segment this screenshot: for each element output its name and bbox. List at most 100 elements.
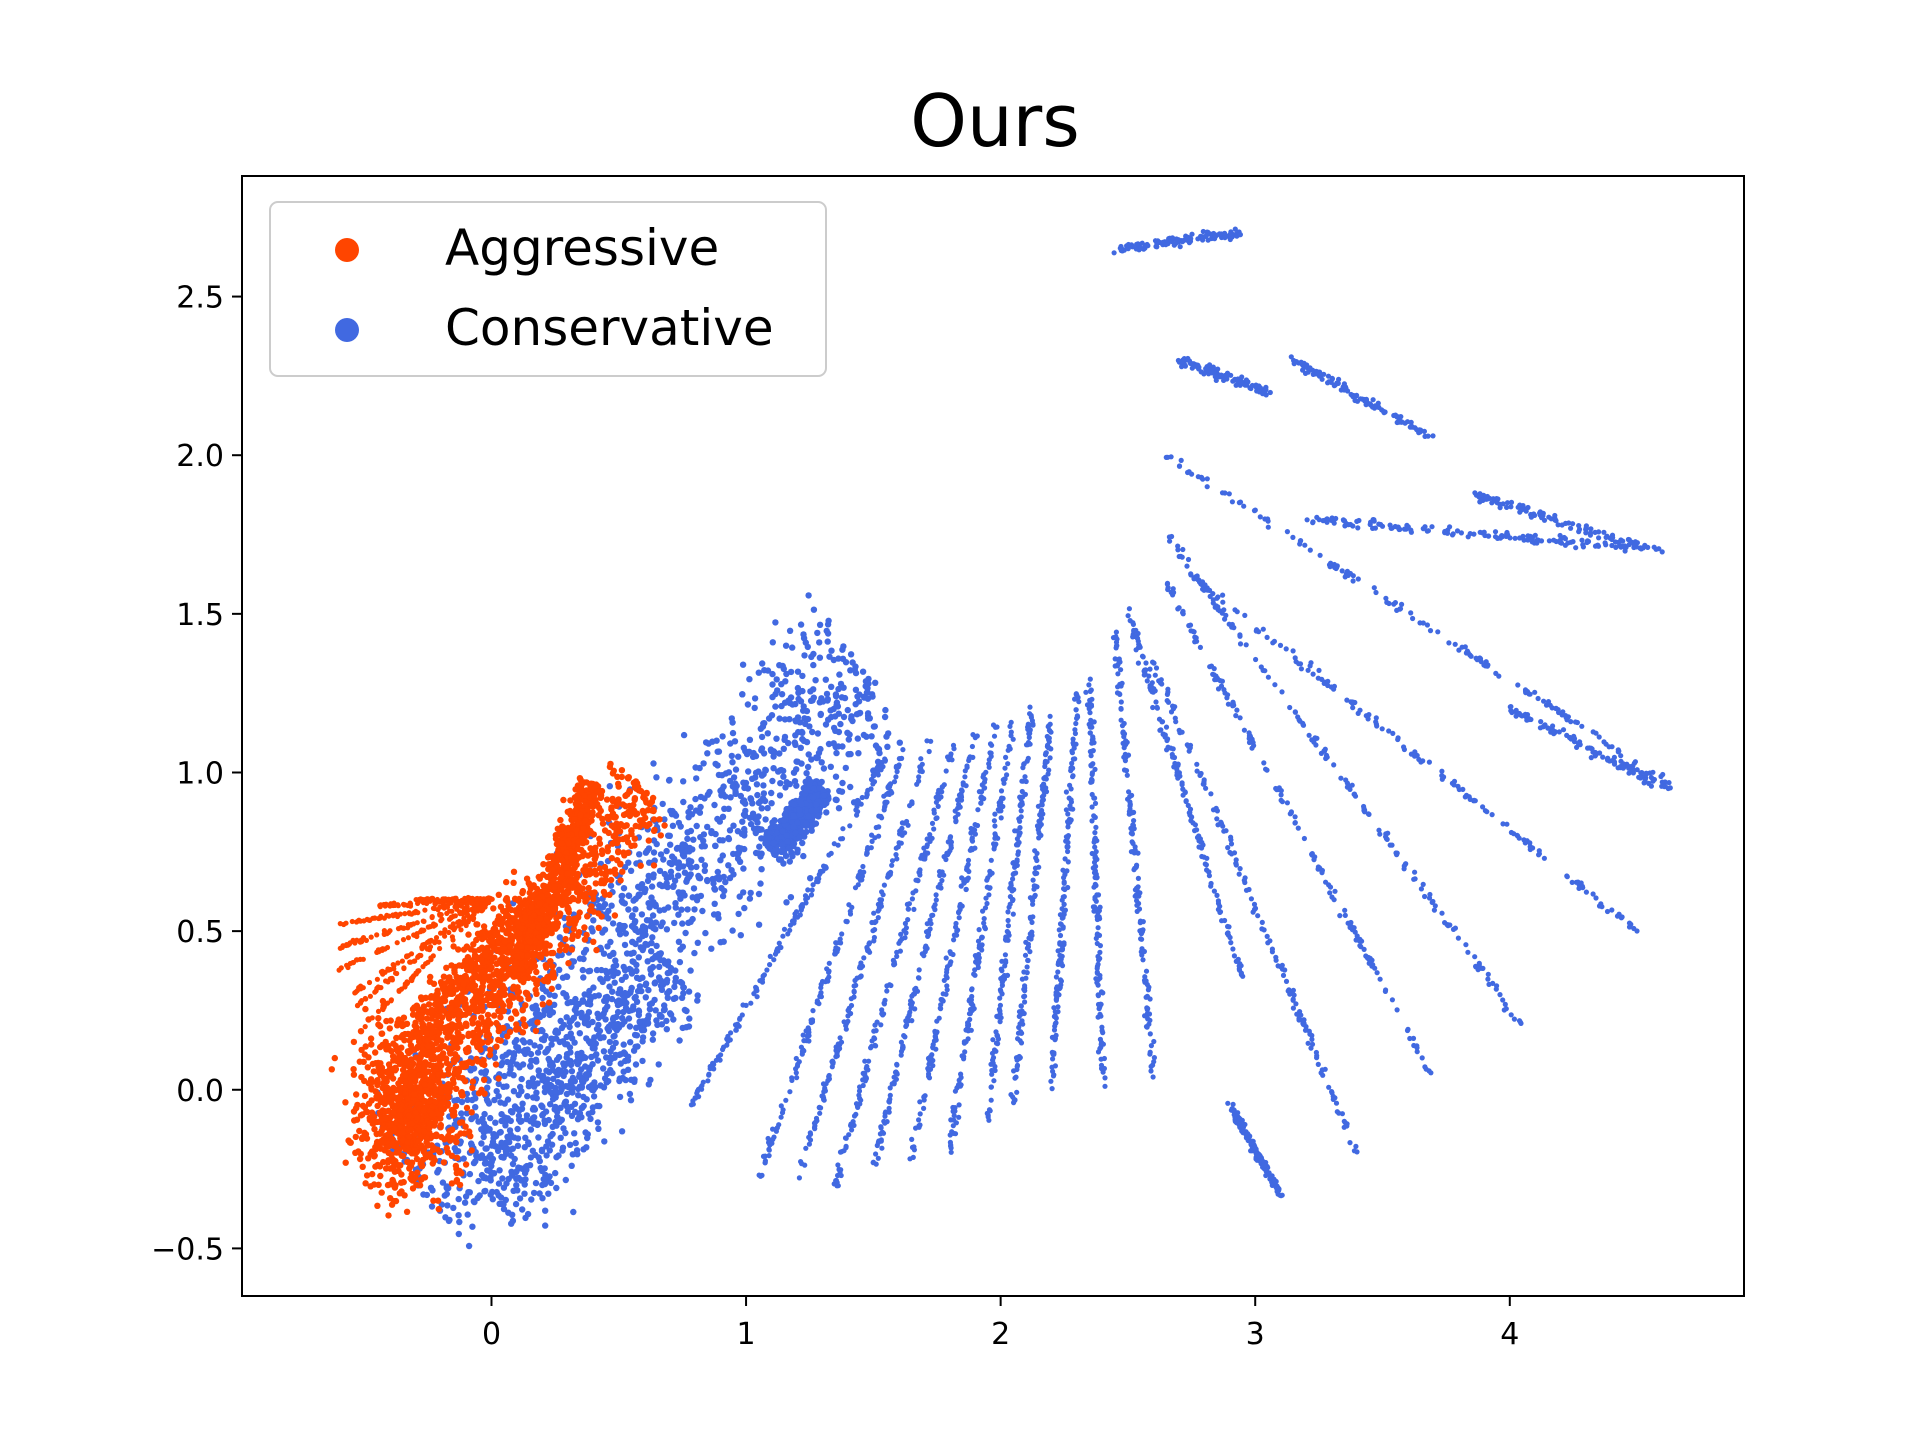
conservative-point [782, 784, 789, 791]
conservative-point [931, 810, 937, 816]
conservative-point [991, 846, 997, 852]
conservative-point [666, 776, 673, 784]
conservative-point [726, 827, 734, 834]
conservative-point [884, 791, 890, 797]
conservative-point [1061, 880, 1067, 886]
conservative-point [1211, 888, 1217, 894]
conservative-point [792, 718, 800, 725]
conservative-point [877, 897, 883, 903]
conservative-point [790, 812, 797, 820]
conservative-point [607, 1066, 614, 1074]
conservative-point [758, 745, 766, 752]
conservative-point [756, 843, 763, 850]
conservative-point [671, 919, 678, 927]
conservative-point [583, 1144, 590, 1151]
conservative-point [642, 924, 649, 931]
conservative-point [901, 820, 907, 826]
conservative-point [679, 841, 686, 848]
conservative-point [1049, 1086, 1055, 1092]
conservative-point [547, 1007, 554, 1015]
conservative-point [521, 1144, 528, 1151]
conservative-point [612, 962, 620, 969]
conservative-point [1255, 913, 1261, 919]
conservative-point [770, 765, 777, 772]
conservative-point [993, 1048, 999, 1054]
conservative-point [1027, 704, 1033, 710]
conservative-point [1485, 971, 1491, 977]
conservative-point [1057, 977, 1064, 983]
conservative-point [741, 784, 748, 792]
conservative-point [833, 796, 840, 804]
conservative-point [691, 906, 698, 913]
conservative-point [675, 889, 682, 896]
conservative-point [864, 790, 870, 796]
conservative-point [1127, 799, 1133, 805]
conservative-point [842, 764, 849, 772]
conservative-point [981, 916, 987, 922]
conservative-point [1090, 865, 1096, 871]
conservative-point [1365, 811, 1371, 817]
conservative-point [563, 1033, 570, 1041]
conservative-point [956, 909, 962, 915]
conservative-point [728, 867, 735, 874]
conservative-point [646, 1001, 654, 1008]
conservative-point [719, 813, 727, 820]
conservative-point [755, 850, 762, 857]
conservative-point [762, 816, 769, 823]
conservative-point [1233, 861, 1239, 867]
conservative-point [692, 807, 700, 814]
conservative-point [693, 822, 700, 830]
conservative-point [1005, 923, 1012, 929]
conservative-point [1030, 722, 1036, 728]
conservative-point [560, 1021, 568, 1029]
conservative-point [1261, 760, 1267, 766]
conservative-point [1225, 1100, 1231, 1106]
conservative-point [834, 1183, 840, 1189]
conservative-point [992, 1063, 998, 1070]
conservative-point [932, 902, 938, 908]
conservative-point [680, 798, 687, 806]
conservative-point [670, 882, 677, 890]
conservative-point [1088, 702, 1094, 708]
conservative-point [720, 938, 727, 945]
conservative-point [699, 907, 706, 915]
conservative-point [1419, 1055, 1425, 1061]
conservative-point [584, 1134, 591, 1142]
conservative-point [1144, 1024, 1150, 1030]
conservative-point [1115, 671, 1121, 677]
conservative-point [827, 707, 834, 714]
conservative-point [796, 1059, 802, 1065]
conservative-point [1352, 793, 1359, 799]
conservative-point [767, 962, 773, 968]
conservative-point [1065, 824, 1071, 830]
conservative-point [589, 928, 596, 935]
conservative-point [1224, 695, 1230, 701]
conservative-point [833, 940, 839, 946]
conservative-point [495, 1180, 503, 1187]
conservative-point [1284, 800, 1290, 806]
conservative-point [857, 963, 863, 970]
conservative-point [650, 760, 657, 767]
conservative-point [1165, 699, 1172, 705]
conservative-point [1059, 945, 1066, 952]
conservative-point [616, 1093, 624, 1101]
conservative-point [1265, 674, 1271, 680]
conservative-point [882, 706, 889, 714]
conservative-point [997, 1011, 1003, 1017]
conservative-point [943, 991, 949, 997]
conservative-point [495, 1093, 502, 1100]
conservative-point [1220, 599, 1226, 605]
conservative-point [527, 1050, 535, 1058]
conservative-point [1156, 678, 1162, 684]
conservative-point [998, 788, 1005, 794]
conservative-point [1023, 778, 1029, 785]
conservative-point [868, 1045, 874, 1051]
conservative-point [951, 746, 957, 752]
conservative-point [507, 1152, 515, 1159]
conservative-point [697, 793, 705, 801]
conservative-point [903, 925, 910, 931]
conservative-point [1022, 791, 1028, 798]
conservative-point [423, 1191, 431, 1199]
conservative-point [656, 867, 664, 875]
conservative-point [1472, 954, 1478, 960]
